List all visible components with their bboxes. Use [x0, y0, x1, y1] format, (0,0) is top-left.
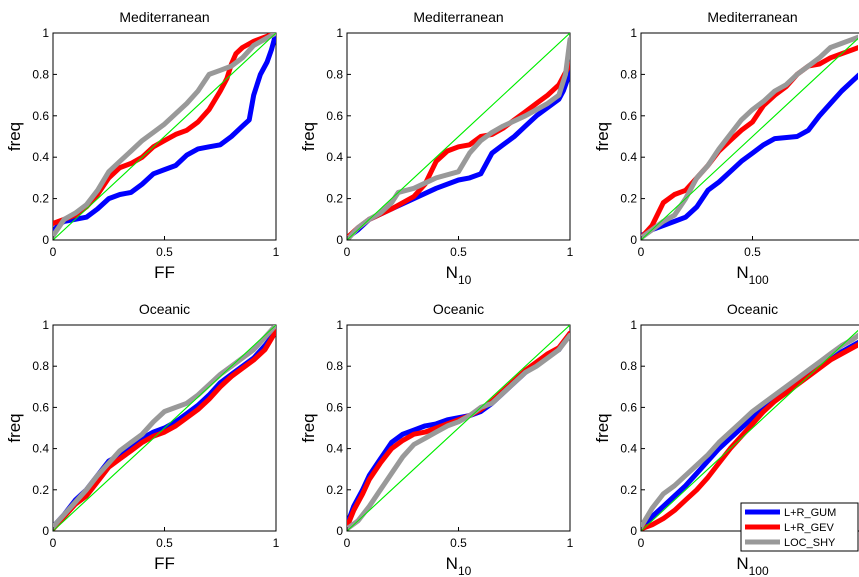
- y-tick-label: 0.8: [326, 67, 343, 81]
- y-tick-label: 0.6: [620, 400, 637, 414]
- x-tick-label: 1: [273, 245, 280, 259]
- y-tick-label: 0: [42, 524, 49, 538]
- x-axis-label: FF: [154, 554, 175, 573]
- x-tick-label: 1: [567, 536, 574, 550]
- panel-title: Oceanic: [727, 301, 778, 317]
- x-tick-label: 0.5: [450, 536, 467, 550]
- y-tick-label: 0: [630, 524, 637, 538]
- reference-line: [347, 33, 570, 240]
- series-line-0: [53, 33, 276, 237]
- y-tick-label: 0.4: [326, 442, 343, 456]
- y-tick-label: 0.8: [620, 67, 637, 81]
- y-axis-label: freq: [299, 413, 318, 442]
- y-axis-label: freq: [593, 413, 612, 442]
- y-tick-label: 1: [630, 26, 637, 40]
- series-line-1: [641, 341, 858, 531]
- panel-title: Mediterranean: [707, 9, 797, 25]
- x-tick-label: 0.5: [450, 245, 467, 259]
- panel-4: 0 0.2 0.4 0.6 0.8 1 0 0.5 1 Oceanic FF freq: [5, 301, 280, 573]
- panel-title: Oceanic: [139, 301, 190, 317]
- y-tick-label: 0.2: [326, 192, 343, 206]
- series-line-2: [53, 325, 276, 530]
- legend-label-shy: LOC_SHY: [784, 537, 836, 549]
- y-tick-label: 0.8: [32, 67, 49, 81]
- y-tick-label: 0.8: [32, 359, 49, 373]
- series-line-2: [53, 33, 276, 239]
- x-axis-label: N100: [736, 263, 769, 287]
- reference-line: [53, 33, 276, 240]
- y-tick-label: 0: [336, 233, 343, 247]
- y-tick-label: 0.2: [32, 192, 49, 206]
- y-tick-label: 1: [42, 318, 49, 332]
- y-tick-label: 0.2: [620, 192, 637, 206]
- x-tick-label: 0: [50, 245, 57, 259]
- y-tick-label: 1: [336, 318, 343, 332]
- x-tick-label: 0: [50, 536, 57, 550]
- series-line-2: [347, 36, 570, 240]
- x-tick-label: 1: [273, 536, 280, 550]
- y-axis-label: freq: [5, 413, 24, 442]
- y-tick-label: 0.4: [326, 150, 343, 164]
- series-line-1: [347, 61, 570, 240]
- x-tick-label: 0.5: [156, 536, 173, 550]
- x-tick-label: 0.5: [744, 245, 761, 259]
- series-line-1: [641, 44, 858, 240]
- x-axis-label: N10: [446, 263, 472, 287]
- y-tick-label: 0.4: [620, 442, 637, 456]
- y-tick-label: 0: [336, 524, 343, 538]
- panel-title: Mediterranean: [413, 9, 503, 25]
- series-line-0: [641, 72, 858, 239]
- panel-1: 0 0.2 0.4 0.6 0.8 1 0 0.5 1 Mediterranean FF freq: [5, 9, 280, 282]
- y-tick-label: 0.2: [32, 483, 49, 497]
- reference-line: [347, 325, 570, 531]
- x-axis-label: N100: [736, 554, 769, 577]
- y-tick-label: 0.6: [326, 109, 343, 123]
- y-tick-label: 0.4: [32, 150, 49, 164]
- series-line-2: [641, 332, 858, 530]
- y-tick-label: 0.2: [326, 483, 343, 497]
- series-line-2: [641, 34, 858, 240]
- series-line-1: [53, 328, 276, 531]
- y-tick-label: 0.6: [326, 400, 343, 414]
- x-tick-label: 1: [567, 245, 574, 259]
- x-tick-label: 0: [638, 245, 645, 259]
- y-tick-label: 0.6: [620, 109, 637, 123]
- reference-line: [53, 325, 276, 531]
- y-tick-label: 0.4: [620, 150, 637, 164]
- y-axis-label: freq: [593, 122, 612, 151]
- y-axis-label: freq: [299, 122, 318, 151]
- y-tick-label: 1: [630, 318, 637, 332]
- x-tick-label: 0: [344, 245, 351, 259]
- y-tick-label: 0.8: [326, 359, 343, 373]
- y-tick-label: 0: [630, 233, 637, 247]
- x-tick-label: 0.5: [156, 245, 173, 259]
- x-axis-label: N10: [446, 554, 472, 577]
- y-tick-label: 0: [42, 233, 49, 247]
- legend-label-gum: L+R_GUM: [784, 507, 836, 519]
- y-axis-label: freq: [5, 122, 24, 151]
- reference-line: [641, 329, 858, 531]
- y-tick-label: 0.8: [620, 359, 637, 373]
- legend: L+R_GUM L+R_GEV LOC_SHY: [740, 502, 859, 552]
- y-tick-label: 0.2: [620, 483, 637, 497]
- y-tick-label: 0.6: [32, 400, 49, 414]
- x-tick-label: 0: [638, 536, 645, 550]
- x-axis-label: FF: [154, 263, 175, 282]
- y-tick-label: 0.4: [32, 442, 49, 456]
- panel-5: 0 0.2 0.4 0.6 0.8 1 0 0.5 1 Oceanic N10 freq: [299, 301, 574, 577]
- panel-title: Mediterranean: [119, 9, 209, 25]
- legend-label-gev: L+R_GEV: [784, 522, 834, 534]
- reference-line: [641, 37, 858, 240]
- axes-box: [640, 32, 859, 241]
- series-line-2: [347, 332, 570, 531]
- x-tick-label: 0: [344, 536, 351, 550]
- panel-3: 0 0.2 0.4 0.6 0.8 1 0 0.5 Mediterranean N100 freq: [593, 9, 859, 287]
- y-tick-label: 0.6: [32, 109, 49, 123]
- y-tick-label: 1: [336, 26, 343, 40]
- y-tick-label: 1: [42, 26, 49, 40]
- panel-2: 0 0.2 0.4 0.6 0.8 1 0 0.5 1 Mediterranean N10 freq: [299, 9, 574, 287]
- panel-title: Oceanic: [433, 301, 484, 317]
